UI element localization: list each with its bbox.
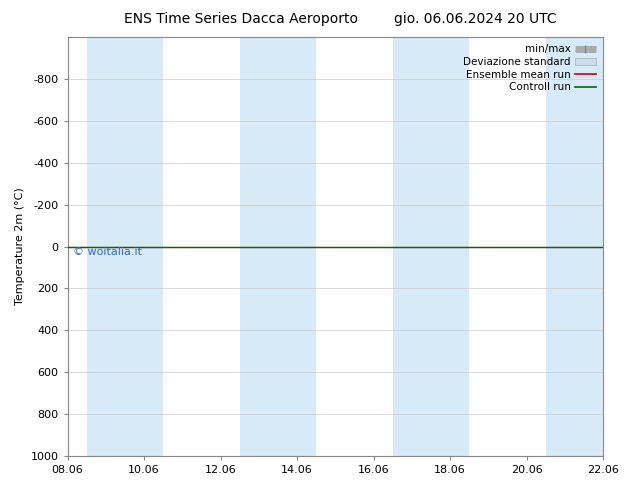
Text: gio. 06.06.2024 20 UTC: gio. 06.06.2024 20 UTC xyxy=(394,12,557,26)
Text: ENS Time Series Dacca Aeroporto: ENS Time Series Dacca Aeroporto xyxy=(124,12,358,26)
Bar xyxy=(546,37,603,456)
Bar xyxy=(392,37,469,456)
Bar xyxy=(240,37,316,456)
Legend: min/max, Deviazione standard, Ensemble mean run, Controll run: min/max, Deviazione standard, Ensemble m… xyxy=(461,42,598,94)
Bar xyxy=(87,37,163,456)
Y-axis label: Temperature 2m (°C): Temperature 2m (°C) xyxy=(15,188,25,305)
Text: © woitalia.it: © woitalia.it xyxy=(73,246,142,256)
